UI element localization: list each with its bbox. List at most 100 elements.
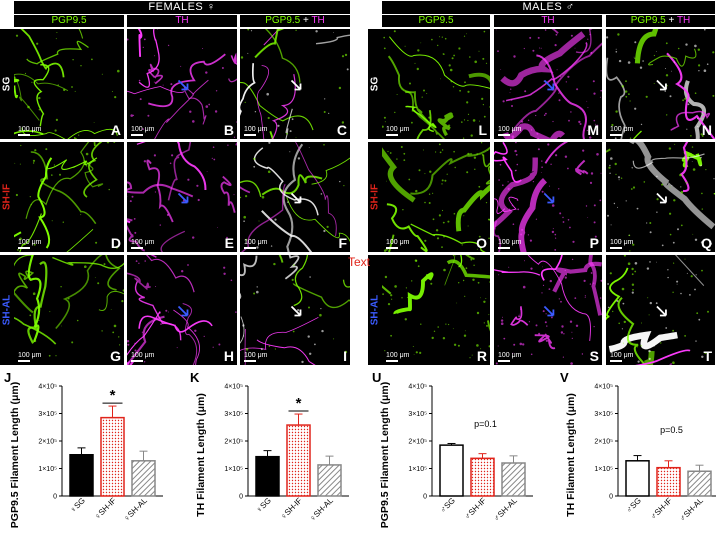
bar-charts: PGP9.5 Filament Length (μm) 0 1×10⁵ 2×10⁵ 3×… <box>9 382 716 528</box>
y-tick-label: 3×10⁵ <box>594 411 613 418</box>
x-tick-label: ♂SG <box>624 496 643 515</box>
y-tick-label: 2×10⁵ <box>594 439 613 446</box>
scale-bar: 100 μm <box>498 352 522 362</box>
females-row-sg: SG <box>0 29 14 139</box>
panel-letter: M <box>587 122 599 138</box>
panel-letter: I <box>343 348 347 364</box>
females-micrograph-B: 100 μm B <box>127 29 237 139</box>
significance-star: * <box>296 395 302 412</box>
arrow-marker <box>177 305 189 317</box>
panel-letter-U: U <box>372 370 382 385</box>
arrow-marker <box>177 79 189 91</box>
females-col-th: TH <box>127 15 237 27</box>
bar <box>255 455 280 497</box>
males-row-shif: SH-IF <box>368 142 382 252</box>
panel-letter: B <box>223 122 234 138</box>
panel-letter-K: K <box>190 370 200 385</box>
scale-bar: 100 μm <box>131 352 155 362</box>
y-tick-label: 4×10⁵ <box>38 384 57 391</box>
males-col-pgp95: PGP9.5 <box>382 15 490 27</box>
females-col-merge: PGP9.5 + TH <box>240 15 350 27</box>
bar <box>625 460 650 497</box>
females-micrograph-G: 100 μm G <box>14 255 124 365</box>
scale-bar: 100 μm <box>498 126 522 136</box>
bar <box>439 444 464 497</box>
panel-letter: G <box>110 348 121 364</box>
arrow-marker <box>543 192 555 204</box>
scale-bar: 100 μm <box>610 352 634 362</box>
males-micrograph-N: 100 μm N <box>606 29 715 139</box>
x-tick-label: ♂SH-AL <box>492 496 520 524</box>
y-tick-label: 4×10⁵ <box>224 384 243 391</box>
bar <box>69 454 94 497</box>
females-row-shif: SH-IF <box>0 142 14 252</box>
scale-bar: 100 μm <box>386 126 410 136</box>
y-tick-label: 3×10⁵ <box>224 411 243 418</box>
males-micrograph-R: 100 μm R <box>382 255 490 365</box>
y-tick-label: 0 <box>53 494 57 501</box>
x-tick-label: ♀SG <box>254 496 273 515</box>
bar <box>286 424 311 497</box>
males-row-shal: SH-AL <box>368 255 382 365</box>
y-tick-label: 1×10⁵ <box>594 466 613 473</box>
scale-bar: 100 μm <box>18 239 42 249</box>
p-value-label: p=0.5 <box>660 425 683 435</box>
scale-bar: 100 μm <box>244 352 268 362</box>
panel-letter: D <box>110 235 121 251</box>
scale-bar: 100 μm <box>244 126 268 136</box>
scale-bar: 100 μm <box>131 126 155 136</box>
scale-bar: 100 μm <box>131 239 155 249</box>
bar <box>131 460 156 497</box>
arrow-marker <box>290 79 302 91</box>
panel-letter-J: J <box>4 370 12 385</box>
panel-letter: F <box>338 235 347 251</box>
scale-bar: 100 μm <box>244 239 268 249</box>
arrow-marker <box>290 192 302 204</box>
x-tick-label: ♂SH-AL <box>678 496 706 524</box>
arrow-marker <box>656 79 667 91</box>
females-col-pgp95: PGP9.5 <box>14 15 124 27</box>
x-tick-label: ♂SH-IF <box>463 496 488 521</box>
panel-letter: L <box>478 122 487 138</box>
bar <box>656 466 681 497</box>
males-micrograph-P: 100 μm P <box>494 142 602 252</box>
males-micrograph-S: 100 μm S <box>494 255 602 365</box>
panel-letter: C <box>336 122 347 138</box>
females-micrograph-I: 100 μm I <box>240 255 350 365</box>
scale-bar: 100 μm <box>386 239 410 249</box>
arrow-marker <box>656 305 667 317</box>
scale-bar: 100 μm <box>610 126 634 136</box>
females-micrograph-H: 100 μm H <box>127 255 237 365</box>
males-micrograph-L: 100 μm L <box>382 29 490 139</box>
y-tick-label: 2×10⁵ <box>38 439 57 446</box>
panel-letter: E <box>224 235 234 251</box>
panel-letter: N <box>701 122 712 138</box>
y-tick-label: 3×10⁵ <box>408 411 427 418</box>
y-tick-label: 1×10⁵ <box>408 466 427 473</box>
panel-letter: O <box>476 235 487 251</box>
x-tick-label: ♀SH-AL <box>308 496 336 524</box>
y-tick-label: 1×10⁵ <box>224 466 243 473</box>
overlay-text: Text <box>348 255 371 269</box>
y-tick-label: 3×10⁵ <box>38 411 57 418</box>
arrow-marker <box>543 79 555 91</box>
males-col-merge: PGP9.5 + TH <box>606 15 715 27</box>
p-value-label: p=0.1 <box>474 419 497 429</box>
bar <box>687 470 712 497</box>
scale-bar: 100 μm <box>610 239 634 249</box>
bar <box>501 462 526 497</box>
y-tick-label: 4×10⁵ <box>594 384 613 391</box>
scale-bar: 100 μm <box>18 352 42 362</box>
males-micrograph-Q: 100 μm Q <box>606 142 715 252</box>
females-micrograph-E: 100 μm E <box>127 142 237 252</box>
x-tick-label: ♀SH-IF <box>279 496 304 521</box>
x-tick-label: ♀SH-IF <box>93 496 118 521</box>
panel-letter: H <box>223 348 234 364</box>
females-micrograph-D: 100 μm D <box>14 142 124 252</box>
females-micrograph-F: 100 μm F <box>240 142 350 252</box>
panel-letter: A <box>110 122 121 138</box>
x-tick-label: ♂SG <box>438 496 457 515</box>
males-micrograph-M: 100 μm M <box>494 29 602 139</box>
significance-star: * <box>110 387 116 404</box>
panel-letter: Q <box>701 235 712 251</box>
